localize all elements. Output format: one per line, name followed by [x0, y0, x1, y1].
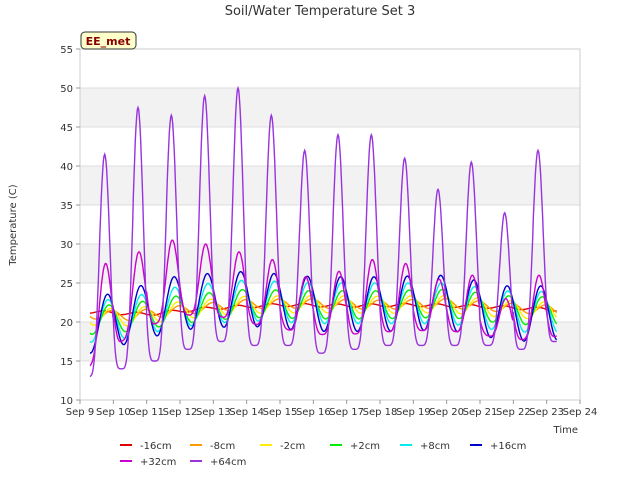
y-tick-label: 35 [60, 201, 73, 212]
x-tick-label: Sep 11 [129, 407, 164, 418]
x-tick-label: Sep 24 [563, 407, 598, 418]
legend-label: +64cm [210, 457, 246, 468]
x-tick-label: Sep 14 [229, 407, 264, 418]
x-tick-label: Sep 12 [163, 407, 198, 418]
x-tick-label: Sep 23 [529, 407, 564, 418]
x-tick-label: Sep 20 [429, 407, 464, 418]
x-tick-label: Sep 15 [263, 407, 298, 418]
site-badge: EE_met [80, 31, 137, 50]
y-tick-label: 55 [60, 45, 73, 56]
grid-band [80, 166, 580, 205]
x-tick-label: Sep 16 [296, 407, 331, 418]
x-tick-label: Sep 21 [463, 407, 498, 418]
y-tick-label: 30 [60, 240, 73, 251]
x-tick-label: Sep 10 [96, 407, 131, 418]
x-tick-label: Sep 18 [363, 407, 398, 418]
y-axis-label: Temperature (C) [8, 184, 19, 266]
legend-label: +2cm [350, 441, 380, 452]
legend-label: +16cm [490, 441, 526, 452]
grid-band [80, 244, 580, 283]
x-tick-label: Sep 9 [66, 407, 94, 418]
x-axis-label: Time [553, 425, 578, 436]
x-tick-label: Sep 17 [329, 407, 364, 418]
y-tick-label: 50 [60, 84, 73, 95]
y-tick-label: 10 [60, 396, 73, 407]
grid-band [80, 88, 580, 127]
series-layer [89, 85, 558, 378]
site-badge-label: EE_met [86, 35, 131, 48]
plot-area-border [79, 48, 581, 401]
y-tick-label: 40 [60, 162, 73, 173]
chart-title: Soil/Water Temperature Set 3 [225, 4, 416, 19]
y-tick-label: 20 [60, 318, 73, 329]
legend-label: +32cm [140, 457, 176, 468]
legend-label: -8cm [210, 441, 235, 452]
x-tick-label: Sep 22 [496, 407, 531, 418]
y-tick-label: 15 [60, 357, 73, 368]
y-tick-label: 25 [60, 279, 73, 290]
legend-label: +8cm [420, 441, 450, 452]
y-axis-ticks: 10 15 20 25 30 35 40 45 50 55 [60, 45, 80, 407]
y-tick-label: 45 [60, 123, 73, 134]
legend-label: -2cm [280, 441, 305, 452]
series-line-7 [89, 85, 557, 378]
legend-label: -16cm [140, 441, 172, 452]
legend: -16cm -8cm -2cm +2cm +8cm +16cm +32cm +64cm [120, 441, 526, 468]
x-tick-label: Sep 13 [196, 407, 231, 418]
x-tick-label: Sep 19 [396, 407, 431, 418]
